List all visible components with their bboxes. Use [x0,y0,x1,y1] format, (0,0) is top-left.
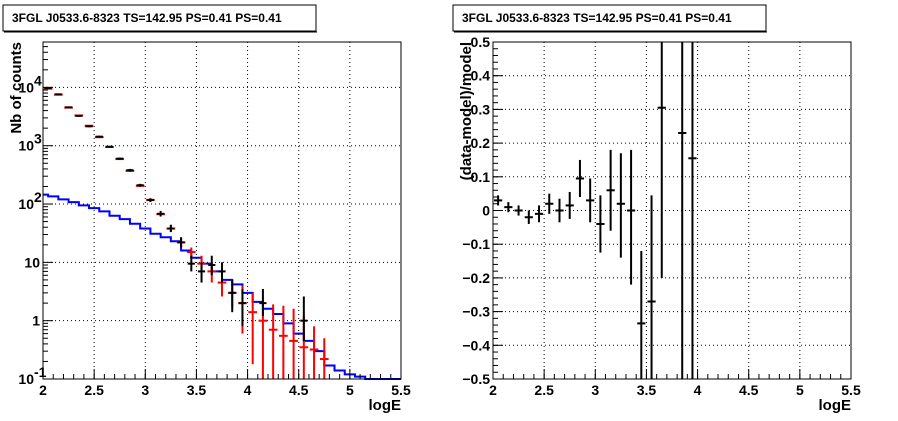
counts-y-tick-exponent: 4 [34,72,42,88]
counts-x-axis-label: logE [369,397,402,414]
residual-marks [494,42,697,379]
residual-title-box: 3FGL J0533.6-8323 TS=142.95 PS=0.41 PS=0… [452,4,767,33]
counts-x-tick-label: 3 [141,382,149,398]
counts-y-tick-label: 10 [18,138,34,154]
residual-y-tick-label: −0.3 [462,304,490,320]
residual-y-tick-label: 0.2 [471,135,491,151]
residual-x-tick-label: 4 [694,382,702,398]
residual-title: 3FGL J0533.6-8323 TS=142.95 PS=0.41 PS=0… [462,11,732,25]
counts-y-tick-label: 10 [24,254,40,270]
residual-y-axis-label: (data-model)/model [458,42,475,180]
residual-ticks: 2 2.5 3 3.5 4 4.5 5 5.5 −0.5 −0.4 −0.3 −0.2 −0.1 0 0.1… [462,34,861,398]
residual-y-tick-label: −0.5 [462,371,490,387]
residual-x-tick-label: 2.5 [534,382,554,398]
residual-y-tick-label: 0.4 [471,68,491,84]
residual-x-axis-label: logE [819,397,852,414]
counts-x-tick-label: 4.5 [289,382,309,398]
residual-y-tick-label: 0.5 [471,34,491,50]
residual-y-tick-label: 0 [482,203,490,219]
counts-y-tick-label: 10 [18,196,34,212]
residual-x-tick-label: 5.5 [841,382,861,398]
counts-x-tick-label: 2 [39,382,47,398]
counts-y-axis-label: Nb of counts [8,42,25,134]
counts-y-tick-exponent: 3 [34,131,42,147]
residual-x-tick-label: 5 [796,382,804,398]
residual-x-tick-label: 3 [591,382,599,398]
spacer [0,0,1,1]
counts-y-tick-label: 10 [18,79,34,95]
counts-x-tick-label: 5.5 [391,382,411,398]
counts-title-frame [2,4,317,32]
counts-x-tick-label: 2.5 [84,382,104,398]
counts-x-tick-label: 5 [346,382,354,398]
residual-y-tick-label: −0.4 [462,337,490,353]
residual-y-tick-label: −0.2 [462,270,490,286]
counts-plot-frame [42,41,402,380]
residual-y-tick-label: −0.1 [462,236,490,252]
counts-y-tick-label: 10 [18,371,34,387]
residual-grid [493,42,851,379]
counts-x-tick-label: 4 [244,382,252,398]
counts-y-tick-label: 1 [32,313,40,329]
counts-marks [43,86,401,380]
counts-y-tick-exponent: 2 [34,189,42,205]
residual-y-tick-label: 0.3 [471,101,491,117]
counts-title-box: 3FGL J0533.6-8323 TS=142.95 PS=0.41 PS=0… [2,4,317,33]
residual-chart-panel: 2 2.5 3 3.5 4 4.5 5 5.5 −0.5 −0.4 −0.3 −0.2 −0.1 0 0.1… [452,4,861,414]
residual-title-frame [452,4,767,32]
residual-x-tick-label: 3.5 [637,382,657,398]
residual-x-tick-label: 4.5 [739,382,759,398]
counts-title: 3FGL J0533.6-8323 TS=142.95 PS=0.41 PS=0… [12,11,282,25]
residual-x-tick-label: 2 [489,382,497,398]
residual-y-tick-label: 0.1 [471,169,491,185]
counts-y-tick-exponent: -1 [34,364,47,380]
counts-x-tick-label: 3.5 [187,382,207,398]
counts-grid [43,42,401,379]
